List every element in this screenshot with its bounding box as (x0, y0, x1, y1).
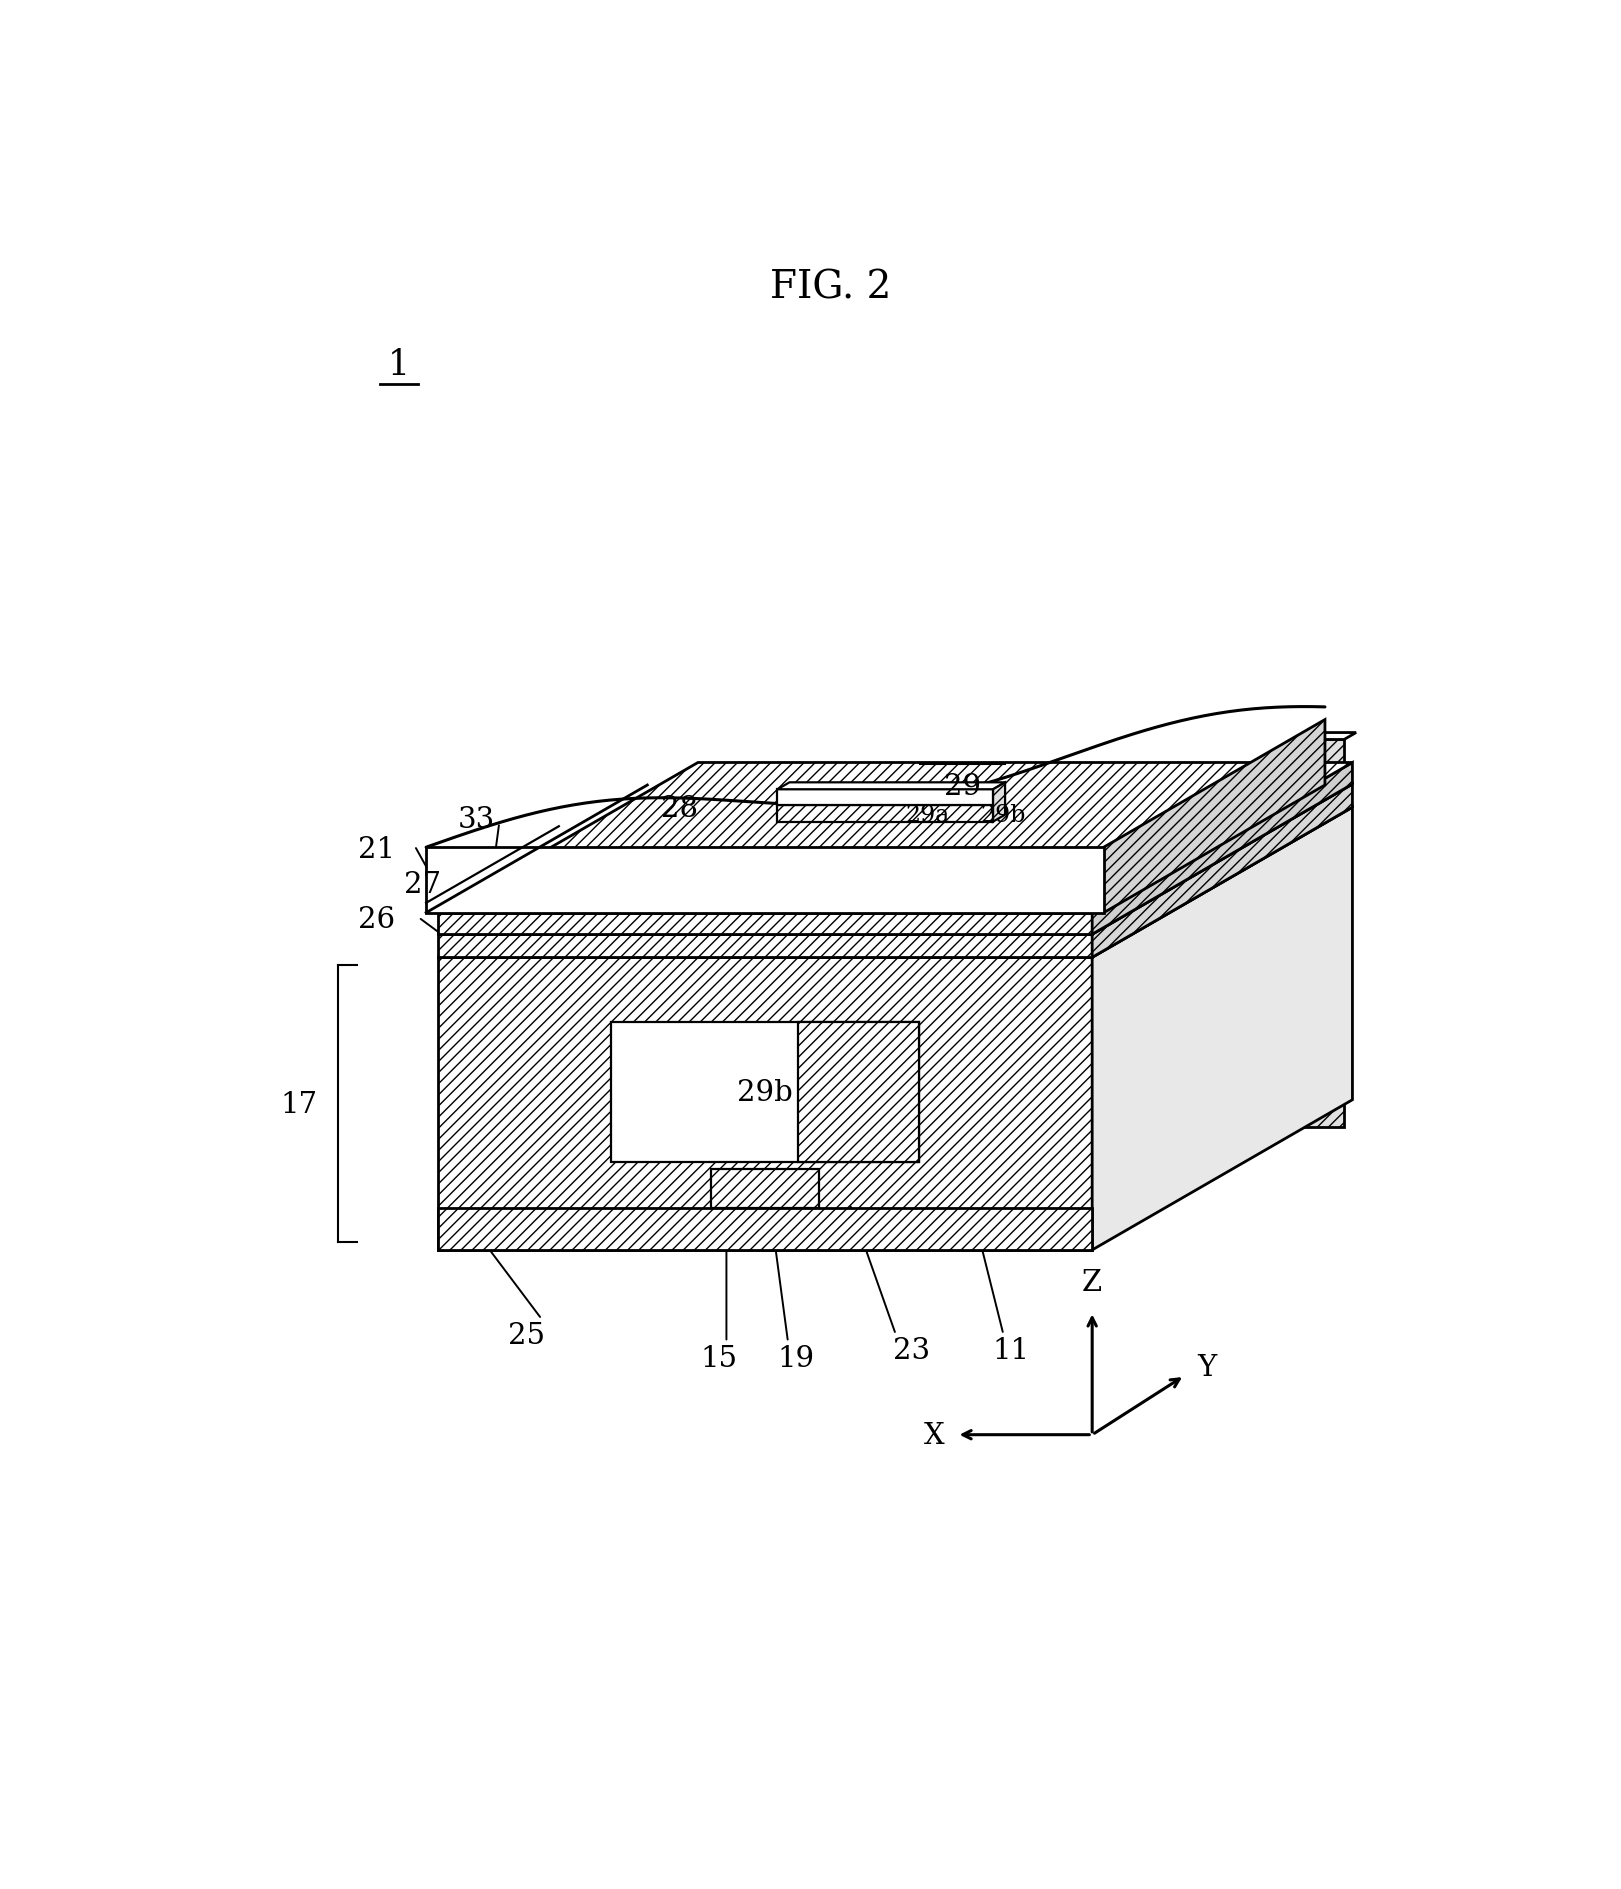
Text: FIG. 2: FIG. 2 (770, 268, 892, 306)
Polygon shape (712, 1169, 819, 1207)
Polygon shape (1093, 784, 1352, 958)
Text: 17: 17 (280, 1090, 318, 1118)
Text: 25: 25 (507, 1320, 545, 1349)
Text: 23: 23 (893, 1336, 930, 1364)
Text: Z: Z (1083, 1268, 1102, 1296)
Polygon shape (438, 784, 1352, 935)
Polygon shape (438, 763, 1352, 912)
Text: 29: 29 (943, 773, 981, 801)
Polygon shape (438, 1207, 1093, 1251)
Polygon shape (438, 935, 1093, 958)
Polygon shape (1104, 720, 1324, 912)
Polygon shape (438, 958, 1093, 1251)
Text: 19: 19 (776, 1343, 814, 1371)
Polygon shape (815, 856, 827, 901)
Polygon shape (438, 808, 1352, 958)
Polygon shape (622, 863, 815, 880)
Polygon shape (1302, 733, 1357, 740)
Polygon shape (778, 790, 994, 805)
Polygon shape (1093, 808, 1352, 1251)
Polygon shape (929, 863, 997, 880)
Text: Y: Y (1196, 1353, 1216, 1381)
Text: 29b: 29b (981, 805, 1026, 827)
Polygon shape (622, 880, 815, 901)
Text: 27: 27 (404, 871, 441, 899)
Polygon shape (798, 1022, 919, 1162)
Polygon shape (1302, 740, 1344, 1128)
Text: 21: 21 (358, 837, 394, 863)
Polygon shape (778, 782, 1005, 790)
Text: 33: 33 (457, 805, 494, 833)
Text: 11: 11 (992, 1336, 1029, 1364)
Text: 26: 26 (358, 905, 394, 933)
Polygon shape (854, 863, 924, 880)
Text: X: X (924, 1421, 945, 1449)
Text: 15: 15 (700, 1343, 738, 1371)
Text: 29b: 29b (738, 1079, 793, 1107)
Text: 28: 28 (661, 795, 699, 824)
Polygon shape (994, 782, 1005, 822)
Text: 1: 1 (387, 348, 410, 382)
Polygon shape (622, 856, 827, 863)
Polygon shape (611, 1022, 919, 1162)
Polygon shape (426, 848, 1104, 912)
Polygon shape (1093, 763, 1352, 935)
Polygon shape (438, 912, 1093, 935)
Text: 29a: 29a (906, 805, 950, 827)
Polygon shape (778, 805, 994, 822)
